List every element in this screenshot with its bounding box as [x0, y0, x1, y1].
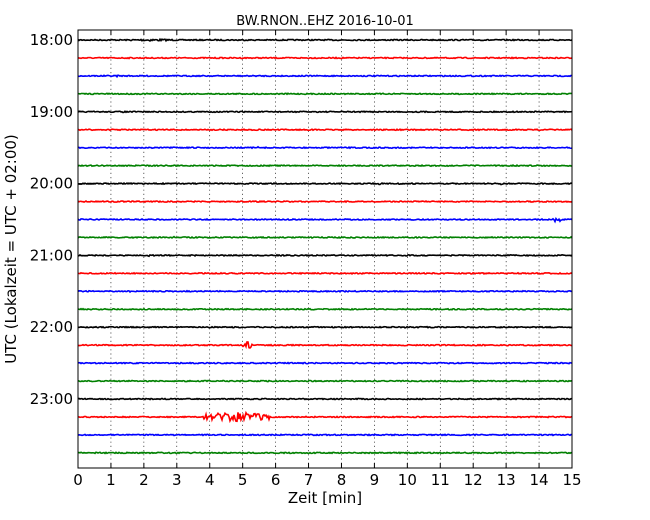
- x-tick-label: 15: [562, 471, 581, 489]
- x-tick-label: 6: [271, 471, 281, 489]
- seismic-trace: [77, 410, 573, 424]
- seismic-trace: [77, 451, 573, 455]
- seismic-trace: [77, 56, 573, 60]
- y-tick-label: 20:00: [30, 175, 73, 193]
- traces: [77, 37, 573, 455]
- x-tick-label: 14: [530, 471, 549, 489]
- seismic-trace: [77, 325, 573, 329]
- seismic-trace: [77, 341, 573, 350]
- seismic-trace: [77, 379, 573, 383]
- y-axis: 18:00 19:00 20:00 21:00 22:00 23:00: [30, 31, 572, 408]
- y-tick-label: 22:00: [30, 318, 73, 336]
- y-tick-label: 19:00: [30, 103, 73, 121]
- seismic-trace: [77, 128, 573, 132]
- x-tick-label: 11: [431, 471, 450, 489]
- y-tick-label: 18:00: [30, 31, 73, 49]
- seismic-trace: [77, 92, 573, 96]
- seismic-trace: [77, 397, 572, 401]
- x-axis: 0 1 2 3 4 5 6 7 8 9 10 11 12 13 14 15: [73, 30, 582, 489]
- seismic-trace: [77, 307, 573, 311]
- x-tick-label: 12: [464, 471, 483, 489]
- seismic-trace: [77, 145, 573, 150]
- x-tick-label: 10: [398, 471, 417, 489]
- x-tick-label: 8: [337, 471, 347, 489]
- x-tick-label: 0: [73, 471, 83, 489]
- seismic-trace: [77, 433, 573, 437]
- y-axis-label: UTC (Lokalzeit = UTC + 02:00): [2, 134, 20, 364]
- x-tick-label: 7: [304, 471, 314, 489]
- x-tick-label: 5: [238, 471, 248, 489]
- seismic-trace: [77, 163, 573, 168]
- seismic-trace: [77, 199, 573, 204]
- seismic-trace: [77, 289, 573, 294]
- x-tick-label: 4: [205, 471, 215, 489]
- x-axis-label: Zeit [min]: [288, 489, 362, 507]
- seismic-trace: [77, 361, 573, 365]
- seismic-trace: [77, 74, 573, 79]
- seismic-trace: [77, 216, 573, 224]
- seismic-trace: [77, 253, 573, 258]
- x-tick-label: 2: [139, 471, 149, 489]
- y-tick-label: 21:00: [30, 246, 73, 264]
- seismic-trace: [77, 181, 573, 186]
- y-tick-label: 23:00: [30, 390, 73, 408]
- chart-title: BW.RNON..EHZ 2016-10-01: [236, 14, 414, 29]
- x-tick-label: 13: [497, 471, 516, 489]
- seismic-trace: [77, 110, 573, 114]
- seismic-trace: [77, 235, 573, 239]
- grid: [110, 30, 540, 468]
- x-tick-label: 3: [172, 471, 182, 489]
- x-tick-label: 1: [106, 471, 116, 489]
- seismic-trace: [77, 37, 573, 43]
- plot-frame: [77, 29, 573, 469]
- x-tick-label: 9: [370, 471, 380, 489]
- seismic-trace: [77, 271, 573, 276]
